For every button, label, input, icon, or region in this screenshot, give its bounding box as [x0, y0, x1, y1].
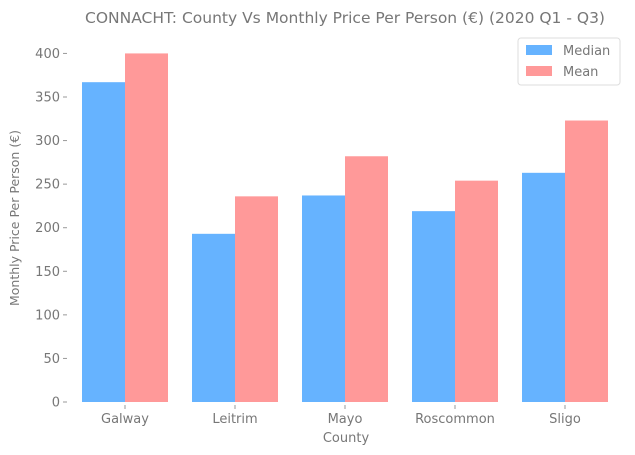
y-axis: 0 50 100 150 200 250 300 350 400 [35, 47, 67, 411]
legend-swatch-mean [526, 66, 552, 76]
y-tick-label-400: 400 [35, 47, 60, 62]
bars [82, 53, 608, 403]
bar-mean-roscommon [455, 180, 498, 402]
x-tick-label-sligo: Sligo [549, 412, 581, 427]
y-tick-label-150: 150 [35, 265, 60, 280]
y-tick-label-200: 200 [35, 221, 60, 236]
y-tick-label-250: 250 [35, 178, 60, 193]
bar-median-sligo [522, 172, 565, 402]
x-tick-label-galway: Galway [101, 412, 149, 427]
bar-median-roscommon [412, 211, 455, 402]
legend-swatch-median [526, 45, 552, 55]
y-tick-label-50: 50 [43, 352, 60, 367]
y-tick-label-100: 100 [35, 308, 60, 323]
bar-mean-galway [125, 53, 168, 403]
x-tick-label-leitrim: Leitrim [212, 412, 257, 427]
bar-mean-leitrim [235, 196, 278, 402]
y-tick-label-0: 0 [52, 396, 60, 411]
x-axis-label: County [323, 431, 370, 446]
chart-title: CONNACHT: County Vs Monthly Price Per Pe… [85, 9, 605, 27]
bar-median-galway [82, 82, 125, 402]
x-tick-label-roscommon: Roscommon [415, 412, 495, 427]
y-tick-label-300: 300 [35, 134, 60, 149]
legend-label-median: Median [563, 44, 610, 59]
bar-median-leitrim [192, 233, 235, 402]
x-axis: Galway Leitrim Mayo Roscommon Sligo [101, 405, 581, 427]
legend-label-mean: Mean [563, 65, 598, 80]
bar-mean-mayo [345, 156, 388, 402]
bar-mean-sligo [565, 120, 608, 403]
bar-median-mayo [302, 195, 345, 402]
legend: Median Mean [517, 37, 621, 86]
y-tick-label-350: 350 [35, 91, 60, 106]
x-tick-label-mayo: Mayo [328, 412, 363, 427]
y-axis-label: Monthly Price Per Person (€) [7, 130, 22, 306]
